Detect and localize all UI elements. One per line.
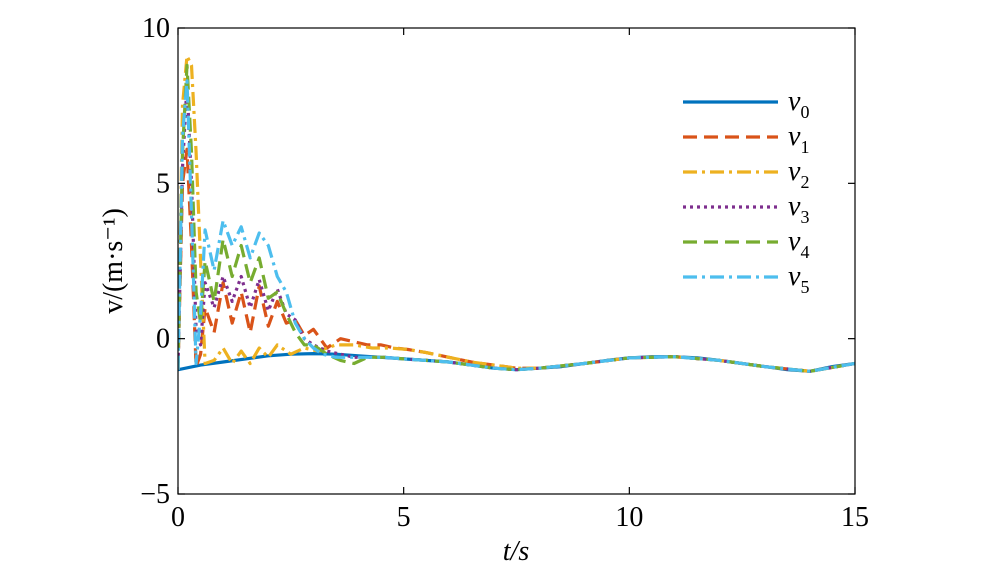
x-axis-label: t/s [503,536,530,567]
plot-background [178,28,855,494]
y-tick-label: 5 [156,168,170,199]
series-line-v5 [178,79,855,373]
series-group [178,54,855,373]
x-tick-label: 15 [841,502,869,533]
series-line-v4 [178,63,855,373]
plot-frame [177,27,856,495]
y-axis-label: v/(m·s⁻¹) [98,208,129,314]
x-tick-label: 5 [397,502,411,533]
y-tick-label: 0 [156,324,170,355]
y-tick-label: 10 [142,13,170,44]
y-tick-label: −5 [140,479,170,510]
x-tick-label: 0 [171,502,185,533]
x-tick-label: 10 [615,502,643,533]
